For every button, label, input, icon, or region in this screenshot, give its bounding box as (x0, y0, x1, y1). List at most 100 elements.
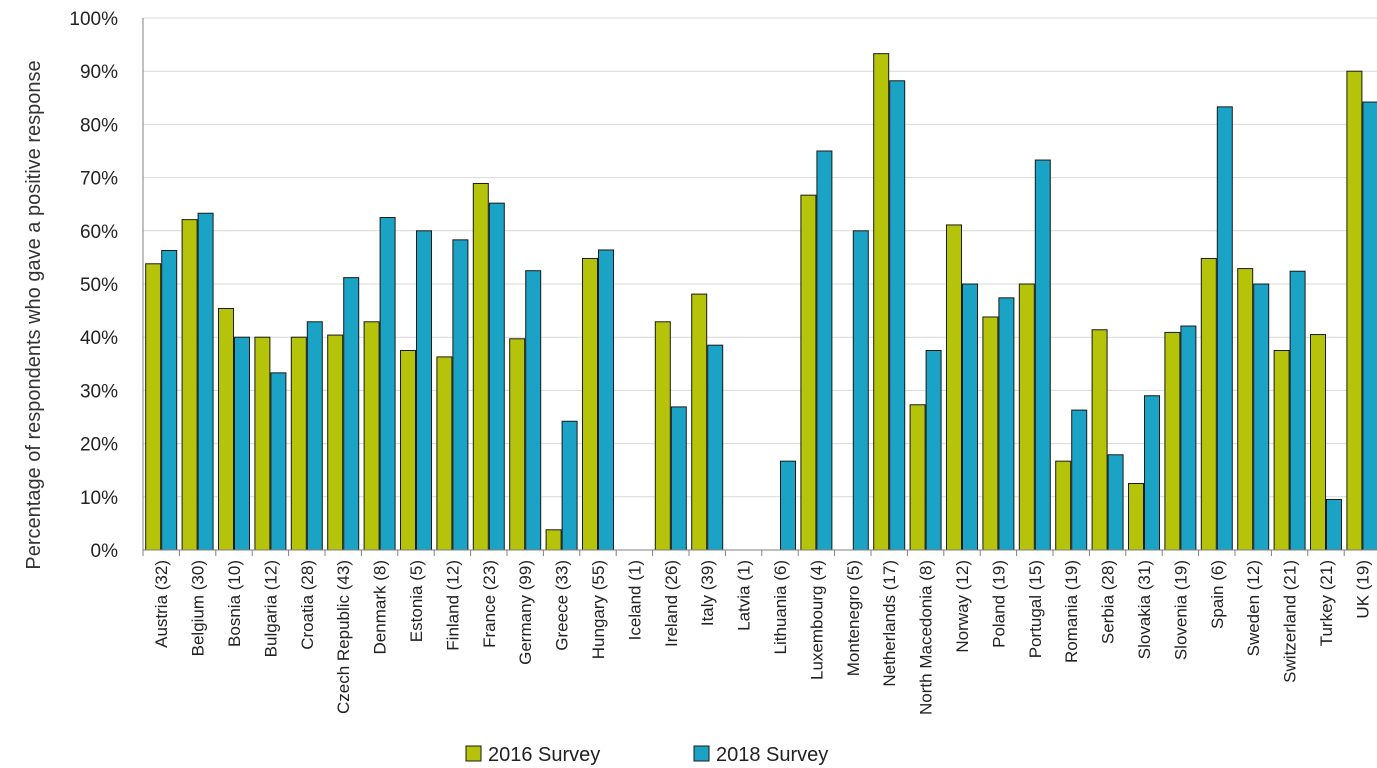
x-category-label: Norway (12) (953, 560, 972, 653)
x-category-label: Poland (19) (989, 560, 1008, 648)
bar-2016 (1200, 257, 1217, 551)
x-category-label: Latvia (1) (735, 560, 754, 631)
bar-2018 (998, 297, 1015, 551)
bar-2018 (1071, 409, 1088, 551)
bar-2016 (800, 194, 817, 551)
bar-2018 (561, 420, 578, 551)
bar-2018 (889, 80, 906, 551)
x-category-label: UK (19) (1353, 560, 1372, 619)
legend-item-2016-swatch (465, 745, 482, 762)
x-category-label: Ireland (26) (662, 560, 681, 647)
x-category-label: Czech Republic (43) (334, 560, 353, 714)
x-category-label: Belgium (30) (189, 560, 208, 656)
bar-2018 (1253, 283, 1270, 551)
legend-item-2018-label: 2018 Survey (716, 744, 828, 766)
bar-2016 (1128, 483, 1144, 551)
y-tick-label: 30% (80, 381, 118, 402)
bar-2016 (1237, 268, 1254, 551)
y-tick-label: 100% (69, 9, 118, 30)
bar-2016 (1310, 334, 1326, 551)
x-category-label: Denmark (8) (371, 560, 390, 654)
x-category-label: Austria (32) (152, 560, 171, 648)
bar-2018 (525, 270, 542, 551)
bar-2016 (218, 307, 234, 551)
x-category-label: North Macedonia (8) (917, 560, 936, 715)
x-category-label: Italy (39) (698, 560, 717, 626)
y-tick-label: 70% (80, 169, 118, 190)
bar-2016 (691, 293, 708, 551)
bar-2016 (909, 404, 926, 551)
bars (145, 53, 1377, 551)
x-category-label: Germany (99) (516, 560, 535, 665)
x-category-label: Iceland (1) (625, 560, 644, 640)
bar-2016 (436, 356, 453, 551)
legend-item-2016-label: 2016 Survey (488, 744, 600, 766)
bar-2018 (1326, 498, 1342, 551)
bar-2018 (306, 321, 323, 551)
bar-2018 (1289, 270, 1306, 551)
bar-2016 (254, 336, 271, 551)
bar-2016 (1055, 460, 1072, 551)
y-tick-label: 40% (80, 328, 118, 349)
legend: 2016 Survey 2018 Survey (465, 744, 828, 766)
axes (142, 18, 1377, 556)
y-tick-label: 0% (91, 541, 119, 562)
bar-2018 (1034, 159, 1051, 551)
x-category-label: Spain (6) (1208, 560, 1227, 629)
bar-2018 (488, 202, 505, 551)
y-tick-label: 50% (80, 275, 118, 296)
bar-2016 (363, 321, 380, 551)
bar-2016 (181, 219, 198, 551)
x-category-label: Estonia (5) (407, 560, 426, 642)
bar-2016 (327, 334, 344, 551)
bar-2018 (707, 344, 724, 551)
x-category-label: Finland (12) (443, 560, 462, 651)
bar-2018 (1180, 325, 1197, 551)
bar-2016 (582, 257, 598, 551)
bar-2018 (852, 230, 869, 551)
bar-2016 (1091, 329, 1108, 551)
x-category-label: Greece (33) (553, 560, 572, 651)
x-category-label: Romania (19) (1062, 560, 1081, 663)
bar-2018 (670, 406, 687, 551)
x-category-label: Lithuania (6) (771, 560, 790, 655)
bar-2018 (379, 217, 396, 551)
x-category-label: Portugal (15) (1026, 560, 1045, 658)
bar-2016 (982, 316, 999, 551)
bar-2018 (1144, 395, 1160, 551)
bar-2018 (816, 150, 833, 551)
x-category-label: Netherlands (17) (880, 560, 899, 687)
x-category-label: Switzerland (21) (1281, 560, 1300, 683)
bar-2016 (946, 224, 962, 551)
y-tick-label: 20% (80, 435, 118, 456)
bar-2018 (161, 249, 178, 551)
bar-2016 (1346, 70, 1363, 551)
legend-item-2018-swatch (693, 745, 710, 762)
bar-2016 (400, 350, 416, 551)
bar-2018 (925, 350, 942, 551)
x-category-label: Bulgaria (12) (261, 560, 280, 657)
x-category-label: Hungary (55) (589, 560, 608, 659)
x-category-label: Sweden (12) (1244, 560, 1263, 656)
bar-2018 (270, 372, 287, 551)
bar-2016 (290, 336, 307, 551)
x-category-label: Croatia (28) (298, 560, 317, 650)
y-tick-label: 90% (80, 62, 118, 83)
bar-2018 (1107, 454, 1124, 551)
y-tick-labels: 0% 10% 20% 30% 40% 50% 60% 70% 80% 90% 100% (69, 9, 118, 562)
x-category-label: Slovakia (31) (1135, 560, 1154, 659)
bar-2018 (234, 336, 250, 551)
bar-2016 (545, 529, 562, 551)
bar-2018 (780, 460, 796, 551)
y-tick-label: 10% (80, 488, 118, 509)
bar-2018 (1216, 106, 1233, 551)
x-category-label: Luxembourg (4) (807, 560, 826, 680)
bar-2018 (343, 277, 360, 551)
bar-2016 (145, 263, 162, 551)
bar-2016 (1164, 331, 1181, 551)
x-category-label: France (23) (480, 560, 499, 648)
y-tick-label: 60% (80, 222, 118, 243)
x-category-label: Serbia (28) (1099, 560, 1118, 644)
